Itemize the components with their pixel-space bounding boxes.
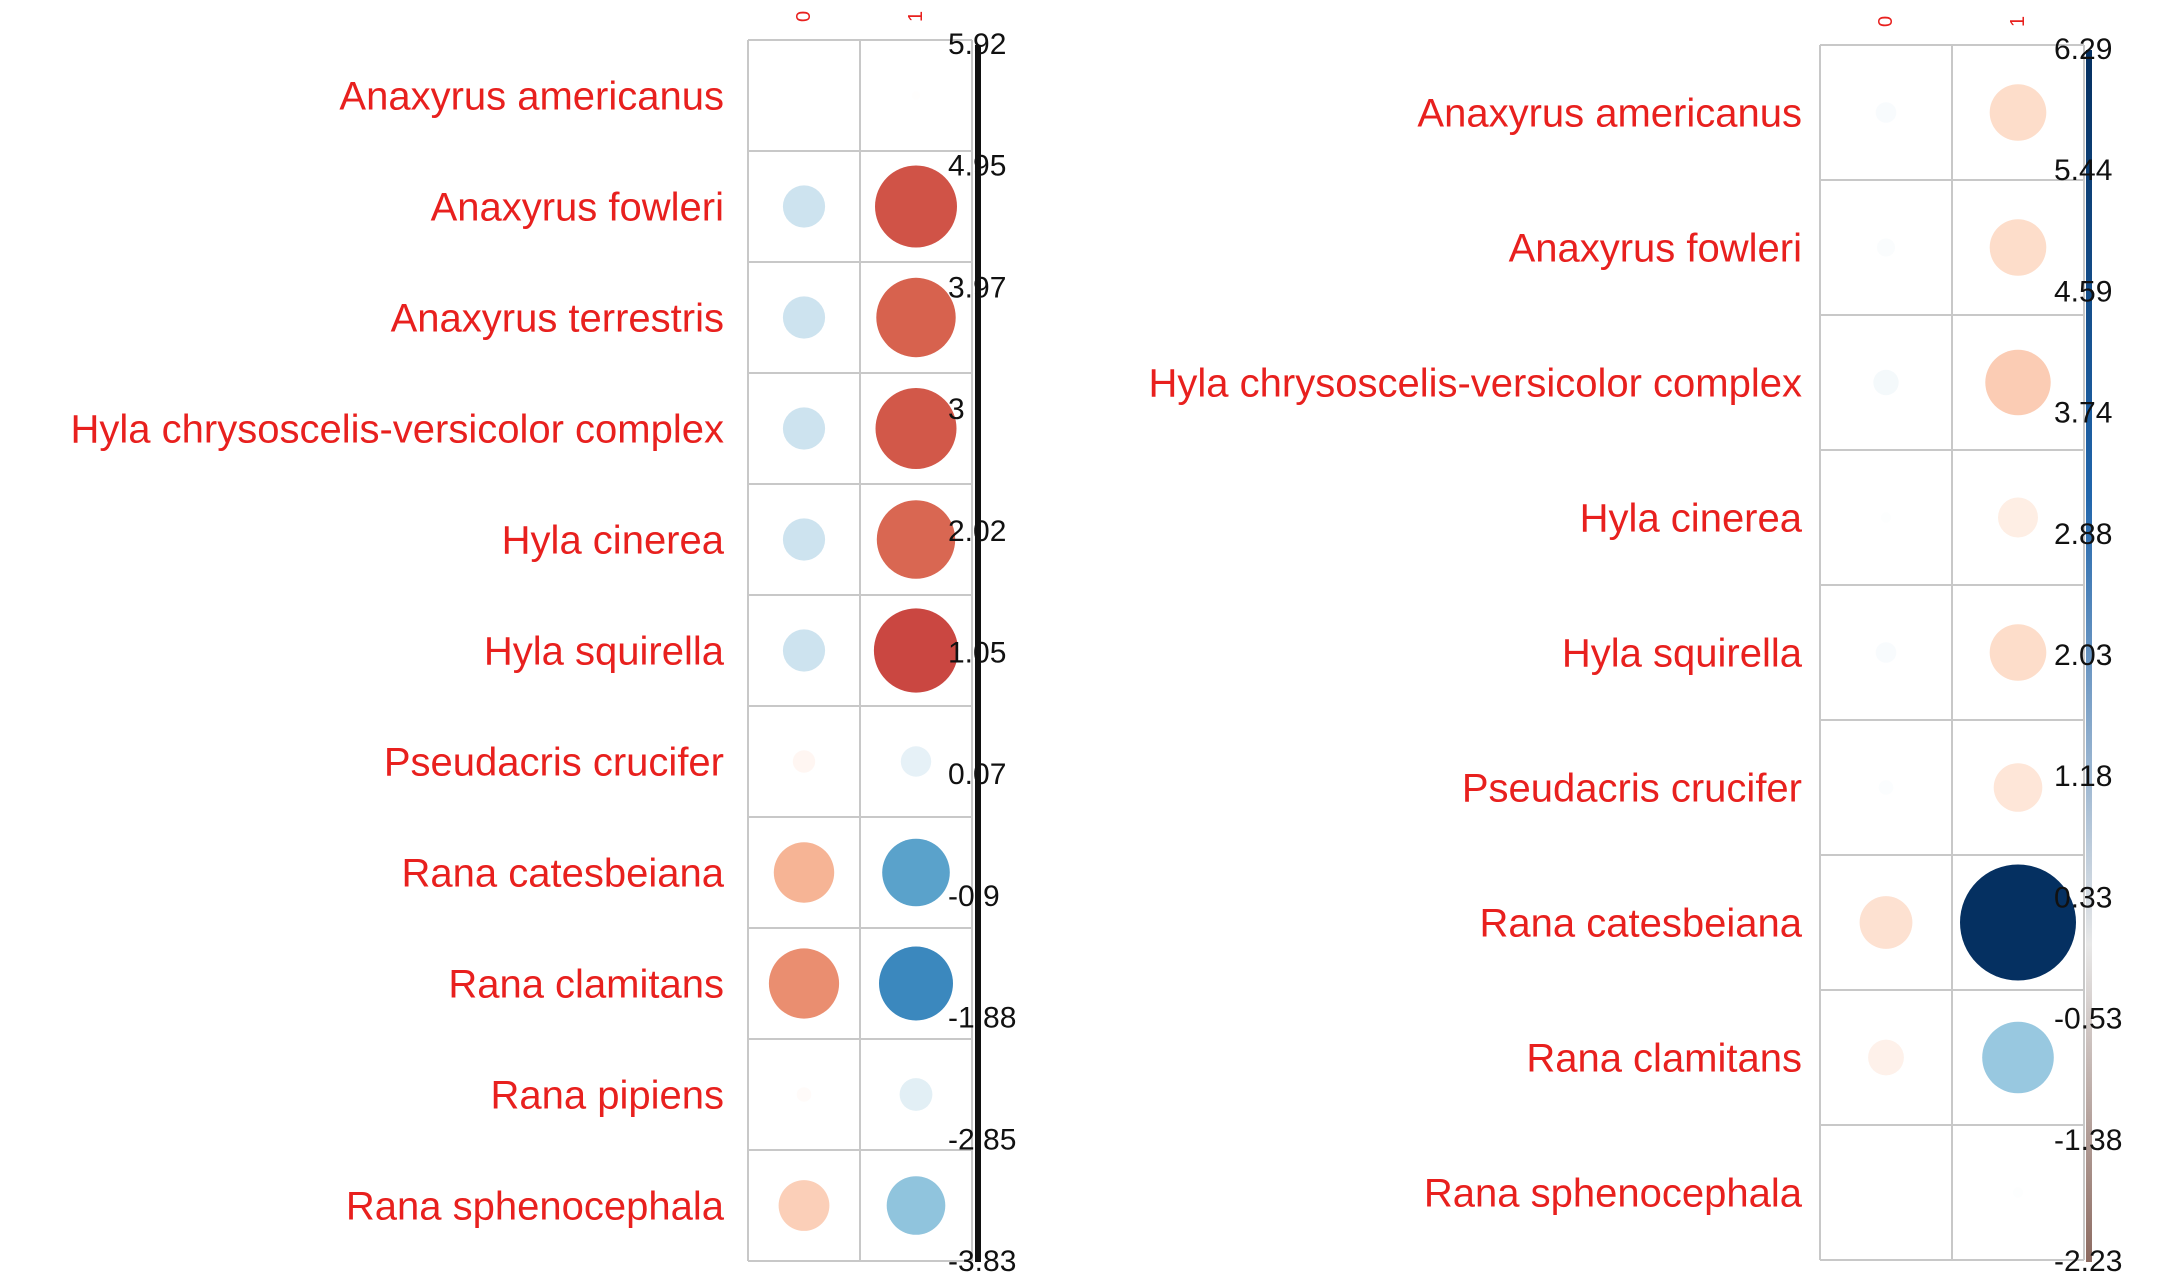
row-label: Rana clamitans: [448, 963, 724, 1007]
colorbar-tick-label: 5.44: [2054, 154, 2112, 187]
value-circle: [1989, 624, 2047, 681]
corrplot-right-svg: 0 1 Anaxyrus americanus Anaxyrus fowleri Hyl…: [1149, 16, 2123, 1278]
value-circle: [1859, 896, 1913, 949]
colorbar-tick-label: -3.83: [948, 1245, 1016, 1278]
colorbar: [975, 45, 981, 1262]
colorbar-tick-label: 6.29: [2054, 33, 2112, 66]
value-circle: [1985, 349, 2051, 416]
value-circle: [782, 185, 826, 228]
value-circle: [911, 91, 921, 100]
colorbar-tick-label: -0.53: [2054, 1003, 2122, 1036]
value-circle: [1982, 1021, 2054, 1094]
value-circle: [782, 518, 826, 561]
value-circle: [876, 277, 956, 358]
value-circle: [1993, 763, 2043, 812]
value-circle: [782, 629, 826, 672]
colorbar-tick-label: 3.97: [948, 271, 1006, 304]
value-circle: [899, 1078, 933, 1111]
row-label: Rana clamitans: [1526, 1037, 1802, 1081]
colorbar-tick-label: 4.95: [948, 150, 1006, 183]
corrplot-left: 0 1 Anaxyrus americanus Anaxyrus fowleri Ana…: [0, 0, 1060, 1288]
colorbar-tick-label: 2.03: [2054, 639, 2112, 672]
colorbar-tick-label: 5.92: [948, 28, 1006, 61]
column-label: 1: [2007, 16, 2029, 27]
value-circle: [879, 946, 953, 1021]
row-label: Hyla squirella: [1562, 632, 1803, 676]
row-label: Hyla chrysoscelis-versicolor complex: [1149, 362, 1803, 406]
value-circle: [875, 388, 957, 469]
value-circle: [886, 1176, 946, 1235]
value-circle: [882, 838, 950, 907]
corrplot-left-svg: 0 1 Anaxyrus americanus Anaxyrus fowleri Ana…: [71, 11, 1017, 1278]
colorbar-tick-label: 0.33: [2054, 881, 2112, 914]
row-label: Hyla chrysoscelis-versicolor complex: [71, 408, 725, 452]
column-label: 0: [793, 11, 815, 22]
column-label: 0: [1875, 16, 1897, 27]
value-circle: [773, 842, 835, 903]
colorbar-tick-label: 2.02: [948, 515, 1006, 548]
colorbar-tick-label: 2.88: [2054, 518, 2112, 551]
colorbar-tick-label: 3: [948, 393, 965, 426]
row-label: Anaxyrus fowleri: [431, 186, 724, 230]
value-circle: [1880, 512, 1892, 523]
value-circle: [1989, 219, 2047, 276]
value-circle: [782, 296, 826, 339]
row-label: Anaxyrus terrestris: [391, 297, 724, 341]
value-circle: [792, 750, 816, 773]
row-label: Rana catesbeiana: [402, 852, 725, 896]
colorbar-tick-label: -0.9: [948, 880, 1000, 913]
colorbar-tick-label: 4.59: [2054, 275, 2112, 308]
value-circle: [782, 407, 826, 450]
value-circle: [2012, 1187, 2024, 1198]
value-circle: [796, 1087, 812, 1102]
colorbar: [2086, 50, 2092, 1262]
row-label: Rana sphenocephala: [346, 1185, 725, 1229]
row-label: Anaxyrus fowleri: [1509, 227, 1802, 271]
value-circle: [1868, 1039, 1904, 1076]
row-label: Rana catesbeiana: [1480, 902, 1803, 946]
value-circle: [1989, 84, 2047, 141]
value-circle: [1873, 369, 1899, 396]
value-circle: [778, 1180, 830, 1231]
value-circle: [1878, 780, 1894, 795]
colorbar-tick-label: -1.38: [2054, 1124, 2122, 1157]
row-label: Anaxyrus americanus: [339, 75, 724, 119]
colorbar-tick-label: -2.85: [948, 1123, 1016, 1156]
column-label: 1: [905, 11, 927, 22]
value-circle: [875, 165, 957, 248]
value-circle: [1875, 642, 1897, 663]
value-circle: [873, 608, 959, 693]
value-circle: [900, 746, 932, 777]
row-label: Anaxyrus americanus: [1417, 92, 1802, 136]
row-label: Pseudacris crucifer: [384, 741, 724, 785]
value-circle: [1877, 238, 1895, 257]
value-circle: [1875, 102, 1897, 123]
colorbar-tick-label: 1.05: [948, 637, 1006, 670]
row-label: Hyla cinerea: [502, 519, 725, 563]
value-circle: [1998, 497, 2038, 538]
row-label: Rana pipiens: [491, 1074, 725, 1118]
colorbar-tick-label: -1.88: [948, 1002, 1016, 1035]
row-label: Hyla squirella: [484, 630, 725, 674]
value-circle: [768, 948, 840, 1019]
colorbar-tick-label: 0.07: [948, 758, 1006, 791]
colorbar-tick-label: 1.18: [2054, 760, 2112, 793]
colorbar-tick-label: -2.23: [2054, 1245, 2122, 1278]
colorbar-tick-label: 3.74: [2054, 397, 2112, 430]
row-label: Rana sphenocephala: [1424, 1172, 1803, 1216]
corrplot-right: 0 1 Anaxyrus americanus Anaxyrus fowleri Hyl…: [1100, 0, 2171, 1288]
value-circle: [876, 500, 956, 579]
value-circle: [1960, 864, 2076, 981]
row-label: Pseudacris crucifer: [1462, 767, 1802, 811]
row-label: Hyla cinerea: [1580, 497, 1803, 541]
